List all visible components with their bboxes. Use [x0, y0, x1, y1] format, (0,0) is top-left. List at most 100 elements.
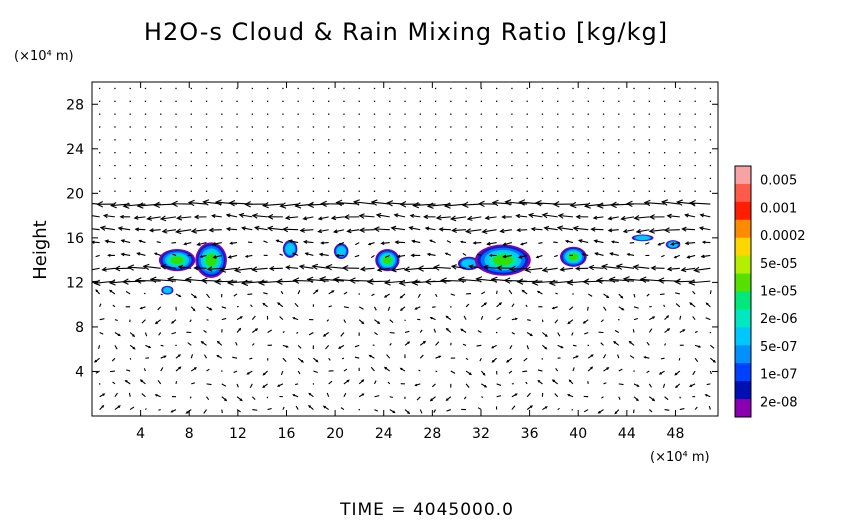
wind-arrow	[160, 152, 161, 153]
wind-arrow	[435, 191, 436, 192]
wind-arrow	[321, 201, 344, 206]
wind-arrow	[618, 355, 619, 359]
wind-arrow	[113, 382, 115, 384]
wind-arrow	[329, 358, 331, 360]
wind-arrow	[511, 101, 512, 102]
wind-arrow	[542, 126, 543, 127]
wind-arrow	[619, 307, 624, 310]
wind-arrow	[374, 101, 375, 102]
wind-arrow	[328, 191, 329, 192]
wind-arrow	[172, 320, 176, 323]
wind-arrow	[129, 393, 130, 397]
wind-arrow	[630, 356, 634, 359]
wind-arrow	[101, 226, 115, 230]
wind-arrow	[390, 320, 393, 323]
wind-arrow	[542, 152, 543, 153]
wind-arrow	[538, 291, 543, 294]
wind-arrow	[218, 342, 222, 346]
wind-arrow	[115, 406, 120, 410]
wind-arrow	[649, 329, 652, 333]
wind-arrow	[615, 331, 619, 333]
wind-arrow	[542, 333, 547, 337]
wind-arrow	[88, 268, 100, 272]
wind-arrow	[710, 345, 714, 348]
wind-arrow	[144, 293, 145, 294]
wind-arrow	[320, 253, 329, 256]
wind-arrow	[202, 342, 207, 346]
wind-arrow	[222, 397, 227, 401]
wind-arrow	[395, 214, 405, 217]
wind-arrow	[263, 304, 267, 307]
wind-arrow	[481, 397, 483, 398]
wind-arrow	[130, 345, 135, 348]
wind-arrow	[92, 241, 100, 243]
wind-arrow	[130, 333, 134, 337]
x-tick-label: 20	[326, 426, 344, 442]
wind-arrow	[634, 265, 649, 270]
wind-arrow	[404, 152, 405, 153]
wind-arrow	[309, 406, 313, 410]
wind-arrow	[221, 101, 222, 102]
wind-arrow	[130, 358, 131, 359]
wind-arrow	[572, 333, 573, 336]
wind-arrow	[618, 165, 619, 166]
wind-arrow	[313, 290, 317, 294]
wind-arrow	[603, 368, 608, 371]
wind-arrow	[298, 178, 299, 179]
wind-arrow	[374, 178, 375, 179]
wind-arrow	[160, 114, 161, 115]
wind-arrow	[710, 191, 711, 192]
wind-arrow	[313, 383, 314, 384]
wind-arrow	[130, 88, 131, 89]
wind-arrow	[371, 367, 374, 371]
wind-arrow	[527, 406, 532, 410]
wind-arrow	[99, 191, 100, 192]
wind-arrow	[496, 332, 497, 333]
wind-arrow	[308, 202, 328, 207]
wind-arrow	[370, 356, 375, 359]
wind-arrow	[690, 303, 695, 307]
wind-arrow	[417, 397, 420, 400]
wind-arrow	[161, 294, 163, 295]
wind-arrow	[252, 410, 257, 411]
wind-arrow	[435, 139, 436, 140]
wind-arrow	[432, 307, 435, 308]
wind-arrow	[529, 213, 542, 217]
x-tick-label: 48	[667, 426, 685, 442]
x-tick-label: 40	[569, 426, 587, 442]
x-tick-label: 4	[136, 426, 145, 442]
wind-arrow	[191, 178, 192, 179]
wind-arrow	[191, 152, 192, 153]
wind-arrow	[369, 243, 375, 245]
wind-arrow	[252, 267, 267, 272]
wind-arrow	[359, 152, 360, 153]
wind-arrow	[130, 101, 131, 102]
wind-arrow	[481, 292, 485, 294]
wind-arrow	[295, 384, 298, 385]
wind-arrow	[202, 278, 222, 283]
wind-arrow	[603, 165, 604, 166]
wind-arrow	[665, 410, 670, 411]
wind-arrow	[204, 355, 206, 359]
time-label: TIME = 4045000.0	[339, 500, 514, 519]
wind-arrow	[160, 165, 161, 166]
wind-arrow	[665, 343, 666, 345]
wind-arrow	[555, 293, 557, 294]
wind-arrow	[298, 358, 303, 362]
wind-arrow	[465, 126, 466, 127]
wind-arrow	[234, 294, 237, 296]
wind-arrow	[204, 410, 207, 414]
wind-arrow	[466, 371, 471, 374]
wind-arrow	[579, 240, 588, 243]
wind-arrow	[635, 216, 650, 221]
wind-arrow	[375, 227, 390, 232]
wind-arrow	[661, 358, 665, 359]
wind-arrow	[329, 381, 332, 384]
wind-arrow	[191, 165, 192, 166]
wind-arrow	[191, 191, 192, 192]
wind-arrow	[390, 333, 395, 334]
wind-arrow	[694, 114, 695, 115]
wind-arrow	[680, 316, 681, 320]
wind-arrow	[247, 371, 252, 374]
